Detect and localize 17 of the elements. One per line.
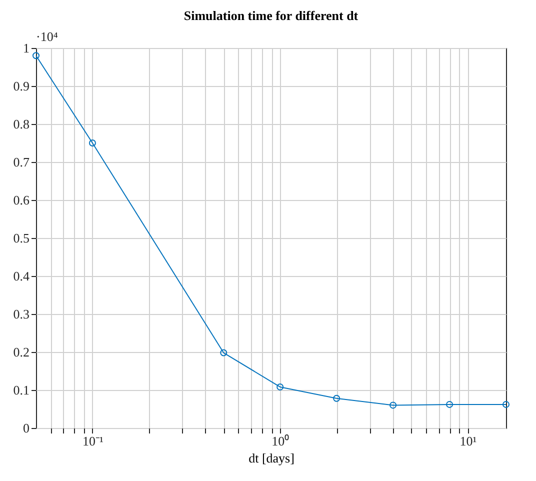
y-tick-label: 0.3 (13, 306, 30, 322)
y-tick-label: 0 (23, 420, 30, 436)
y-tick-label: 0.9 (13, 78, 30, 94)
y-tick-label: 1 (23, 40, 30, 56)
y-tick-label: 0.8 (13, 116, 30, 132)
y-tick-label: 0.4 (13, 268, 30, 284)
x-tick-label: 10⁻¹ (82, 434, 104, 448)
y-tick-label: 0.5 (13, 230, 30, 246)
y-tick-label: 0.7 (13, 154, 30, 170)
x-tick-label: 10⁰ (272, 434, 290, 448)
x-axis-title: dt [days] (248, 450, 294, 466)
y-tick-label: 0.6 (13, 192, 30, 208)
y-tick-label: 0.2 (13, 344, 30, 360)
chart-title: Simulation time for different dt (184, 8, 359, 23)
text: ·10⁴ (36, 29, 58, 44)
y-tick-label: 0.1 (13, 382, 30, 398)
x-tick-label: 10¹ (460, 434, 477, 448)
